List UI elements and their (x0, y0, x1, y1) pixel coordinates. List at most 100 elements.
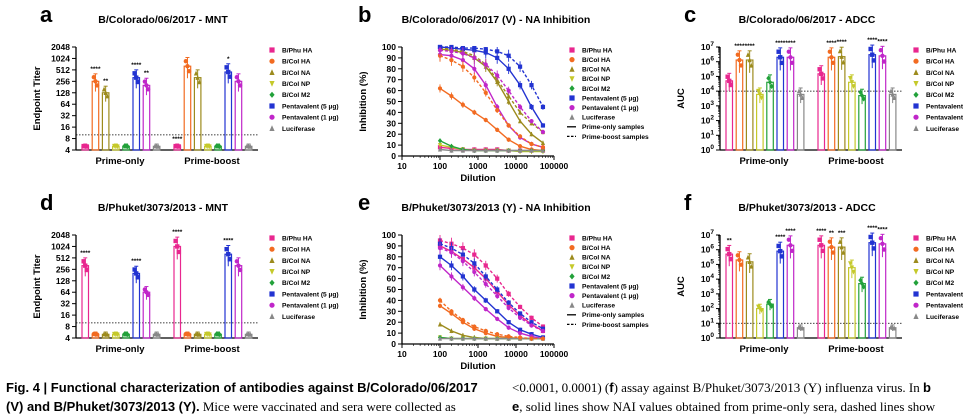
data-point (529, 83, 534, 88)
data-point (105, 331, 110, 337)
legend-marker-b-phu-ha (269, 47, 275, 53)
data-point (460, 259, 465, 264)
data-point (738, 262, 744, 267)
y-tick-label: 105 (701, 70, 714, 81)
data-point (749, 263, 754, 269)
data-point (837, 48, 843, 54)
data-point (134, 75, 139, 80)
data-point (472, 324, 477, 329)
legend-marker-b-phu-ha (913, 235, 919, 241)
x-tick-label: 10000 (504, 349, 528, 359)
caption-title-cont: (V) and B/Phuket/3073/2013 (Y). (6, 399, 200, 414)
y-tick-label: 105 (701, 258, 714, 269)
data-point (93, 79, 98, 84)
group-label-prime-only: Prime-only (95, 344, 145, 355)
y-tick-label: 64 (61, 287, 71, 297)
legend-marker-b-col-ha (569, 57, 575, 63)
data-point (145, 292, 151, 298)
legend-label-pentavalent-1-g: Pentavalent (1 µg) (282, 115, 339, 122)
data-point (460, 64, 465, 69)
legend-marker-b-col-m2 (569, 273, 575, 280)
bar (224, 71, 233, 151)
legend-marker-b-col-na (269, 69, 275, 75)
legend-marker-pentavalent-1-g (569, 105, 575, 111)
data-point (737, 57, 742, 63)
data-point (105, 93, 110, 99)
y-tick-label: 103 (701, 288, 714, 299)
data-point (517, 104, 523, 110)
legend-marker-b-col-np (913, 269, 919, 275)
data-point (506, 98, 511, 104)
legend-marker-luciferase (913, 125, 919, 131)
legend-marker-pentavalent-5-g (569, 95, 575, 101)
series-line-pentavalent-5-g-dashed (439, 243, 544, 330)
panel-label: c (684, 2, 696, 27)
data-point (483, 281, 488, 287)
data-point (437, 86, 443, 91)
y-tick-label: 104 (701, 85, 714, 96)
data-point (495, 332, 500, 337)
legend-label-b-col-na: B/Col NA (926, 70, 955, 77)
data-point (529, 323, 534, 328)
data-point (817, 67, 822, 72)
caption-right-a: <0.0001, 0.0001) ( (512, 380, 610, 395)
legend-label-b-col-np: B/Col NP (282, 81, 311, 88)
data-point (529, 119, 534, 124)
legend-label-b-phu-ha: B/Phu HA (926, 47, 957, 54)
data-point (725, 246, 730, 252)
data-point (540, 147, 546, 153)
y-tick-label: 90 (387, 241, 397, 251)
y-tick-label: 40 (387, 295, 397, 305)
data-point (779, 60, 785, 66)
data-point (829, 55, 834, 60)
data-point (449, 274, 454, 279)
data-point (495, 293, 500, 299)
bar (827, 56, 836, 151)
data-point (207, 144, 212, 150)
data-point (735, 253, 741, 258)
legend-label-pentavalent-5-g: Pentavalent (5 µg) (926, 103, 964, 110)
y-axis-label: Endpoint Titer (32, 254, 43, 319)
legend-label-b-col-m2: B/Col M2 (926, 92, 955, 99)
data-point (837, 238, 843, 244)
data-point (871, 58, 877, 63)
data-point (449, 335, 454, 341)
data-point (725, 74, 730, 79)
data-point (495, 316, 500, 322)
y-tick-label: 80 (387, 252, 397, 262)
y-tick-label: 107 (701, 41, 714, 52)
data-point (878, 236, 884, 241)
series-line-b-col-na-solid (439, 48, 544, 144)
significance-label: **** (80, 250, 91, 257)
group-label-prime-only: Prime-only (739, 344, 789, 355)
y-tick-label: 0 (391, 151, 396, 161)
legend-label-b-col-m2: B/Col M2 (582, 86, 611, 93)
significance-label: ** (103, 78, 109, 85)
data-point (517, 134, 523, 139)
series-line-pentavalent-5-g-solid (439, 46, 544, 126)
data-point (506, 305, 511, 311)
group-label-prime-only: Prime-only (739, 156, 789, 167)
data-point (540, 145, 546, 150)
significance-label: **** (877, 226, 888, 233)
y-tick-label: 103 (701, 100, 714, 111)
data-point (737, 257, 742, 263)
data-point (472, 55, 477, 61)
bar (725, 253, 734, 339)
data-point (449, 250, 454, 255)
caption-title: Fig. 4 | Functional characterization of … (6, 380, 478, 395)
chart-title: B/Colorado/06/2017 - MNT (98, 14, 228, 26)
data-point (193, 70, 199, 76)
bar (786, 244, 795, 339)
data-point (839, 53, 844, 59)
legend-label-b-phu-ha: B/Phu HA (926, 235, 957, 242)
legend-marker-pentavalent-1-g (569, 293, 575, 299)
y-tick-label: 1024 (51, 53, 70, 63)
data-point (870, 52, 875, 57)
data-point (749, 62, 754, 68)
data-point (529, 320, 534, 325)
data-point (517, 315, 523, 320)
caption-right-rest: , solid lines show NAI values obtained f… (519, 399, 936, 414)
legend-label-pentavalent-5-g: Pentavalent (5 µg) (582, 283, 639, 290)
y-tick-label: 2048 (51, 230, 70, 240)
